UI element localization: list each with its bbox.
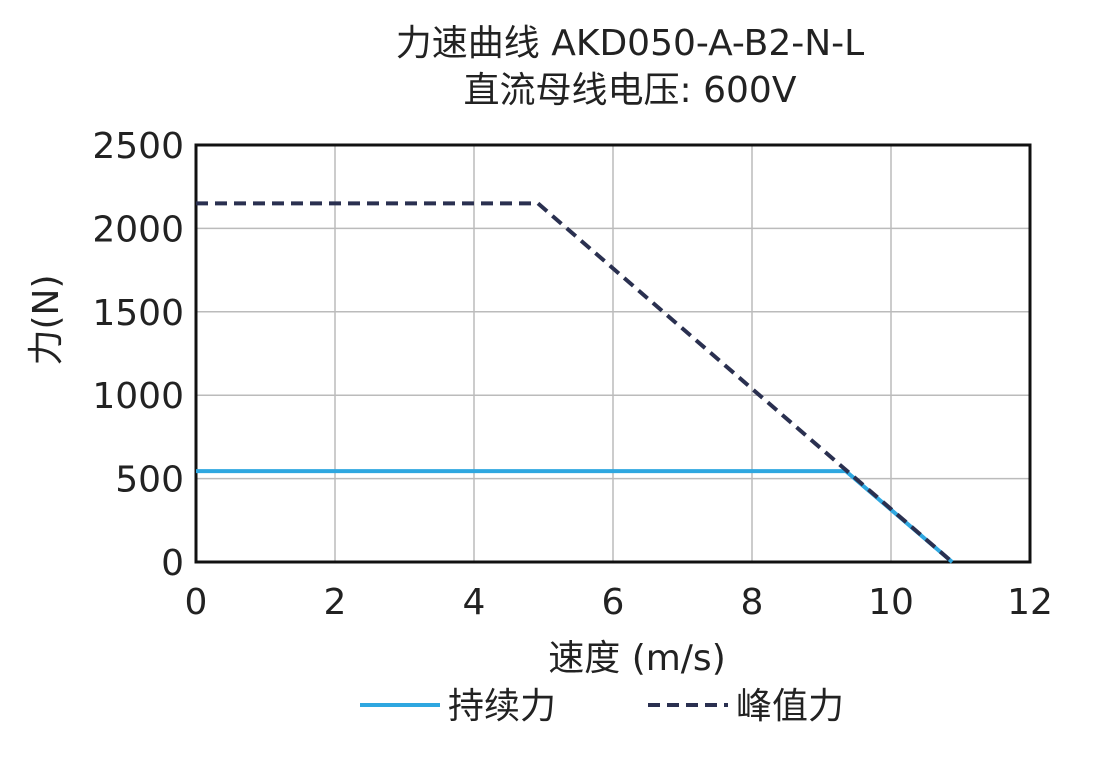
legend-label: 持续力 xyxy=(448,686,556,727)
chart-title: 力速曲线 AKD050-A-B2-N-L xyxy=(396,23,864,64)
y-tick-label: 2000 xyxy=(92,209,184,250)
x-axis-label: 速度 (m/s) xyxy=(548,638,726,679)
plot-frame xyxy=(194,143,1032,564)
x-tick-label: 8 xyxy=(741,582,764,623)
series-line xyxy=(196,469,954,564)
series-line xyxy=(196,201,954,564)
x-tick-label: 6 xyxy=(602,582,625,623)
x-tick-label: 0 xyxy=(185,582,208,623)
x-tick-label: 10 xyxy=(868,582,914,623)
x-tick-label: 12 xyxy=(1007,582,1053,623)
y-tick-label: 2500 xyxy=(92,126,184,167)
y-axis-label: 力(N) xyxy=(26,274,67,365)
x-tick-label: 2 xyxy=(324,582,347,623)
y-tick-label: 1000 xyxy=(92,376,184,417)
y-tick-label: 1500 xyxy=(92,293,184,334)
y-tick-label: 500 xyxy=(115,460,184,501)
x-tick-label: 4 xyxy=(463,582,486,623)
legend-label: 峰值力 xyxy=(736,686,844,727)
y-tick-label: 0 xyxy=(161,543,184,584)
chart-subtitle: 直流母线电压: 600V xyxy=(464,70,797,111)
